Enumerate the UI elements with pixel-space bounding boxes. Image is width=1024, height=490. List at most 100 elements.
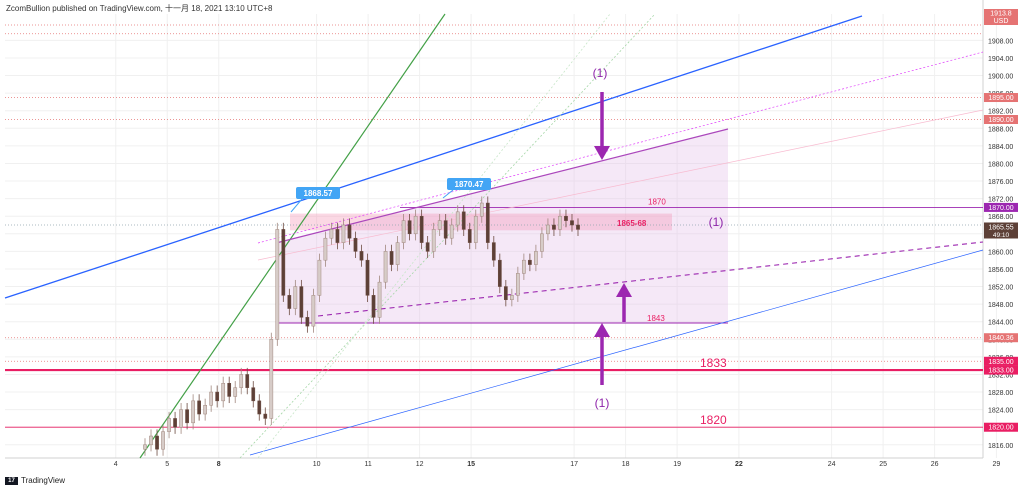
- y-tick-label: 1904.00: [988, 56, 1013, 63]
- candle-body: [516, 273, 520, 296]
- callout-1870-label: 1870.47: [455, 180, 484, 189]
- y-tick-label: 1856.00: [988, 267, 1013, 274]
- price-tag: [984, 202, 1018, 212]
- candle-body: [509, 295, 514, 300]
- x-tick-label: 8: [217, 461, 221, 468]
- candle-body: [473, 215, 478, 243]
- candle-body: [497, 259, 502, 287]
- candle-body: [401, 220, 406, 243]
- callout-1868-pointer: [290, 198, 303, 213]
- candle-body: [528, 259, 532, 265]
- top-price-label: 1913.8: [990, 11, 1012, 18]
- wave-label-mid: (1): [709, 215, 724, 229]
- candle-body: [269, 339, 274, 419]
- candle-body: [167, 418, 171, 432]
- wedge-upper-line: [275, 128, 729, 244]
- candle-body: [564, 215, 568, 221]
- arrow-up-mid-head: [616, 283, 632, 297]
- candle-body: [413, 215, 418, 235]
- price-tag-label: 1835.00: [988, 359, 1013, 366]
- zone-label: 1865-68: [617, 219, 647, 228]
- y-tick-label: 1860.00: [988, 249, 1013, 256]
- y-tick-label: 1892.00: [988, 109, 1013, 116]
- candle-body: [353, 237, 358, 252]
- y-tick-label: 1816.00: [988, 443, 1013, 450]
- price-tag-label: 1890.00: [988, 117, 1013, 124]
- tradingview-logo-icon: 17: [5, 476, 18, 485]
- callout-1870-pointer: [442, 189, 454, 199]
- candle-body: [251, 387, 256, 402]
- candle-body: [485, 202, 490, 243]
- label-1870: 1870: [648, 197, 666, 206]
- x-tick-label: 26: [931, 461, 939, 468]
- price-tag-label: 1865.55: [988, 224, 1013, 231]
- candle-body: [395, 242, 400, 265]
- callout-1870-box[interactable]: [447, 178, 491, 190]
- y-tick-label: 1884.00: [988, 144, 1013, 151]
- wave-label-bottom: (1): [595, 396, 610, 410]
- candle-body: [449, 224, 454, 239]
- x-tick-label: 29: [993, 461, 1001, 468]
- candle-body: [552, 224, 556, 230]
- x-tick-label: 12: [416, 461, 424, 468]
- price-tag: [984, 115, 1018, 125]
- y-tick-label: 1876.00: [988, 179, 1013, 186]
- candle-body: [443, 220, 448, 239]
- price-tag: [984, 365, 1018, 375]
- price-tag: [984, 356, 1018, 366]
- candle-body: [161, 431, 165, 450]
- candle-body: [227, 383, 232, 397]
- top-price-tag: [984, 9, 1018, 17]
- x-tick-label: 18: [622, 461, 630, 468]
- footer-brand-label: TradingView: [21, 476, 66, 485]
- arrow-up-bottom-head: [594, 323, 610, 337]
- candle-body: [341, 224, 346, 243]
- candle-body: [479, 202, 484, 217]
- candle-body: [317, 259, 322, 296]
- label-1820: 1820: [700, 413, 727, 427]
- candle-body: [359, 251, 364, 261]
- y-tick-label: 1844.00: [988, 320, 1013, 327]
- shaded-zone: [276, 129, 728, 323]
- y-tick-label: 1900.00: [988, 74, 1013, 81]
- candle-body: [299, 286, 304, 318]
- candle-body: [407, 220, 412, 235]
- candle-body: [461, 211, 466, 230]
- candle-body: [365, 259, 370, 296]
- candle-body: [323, 237, 328, 261]
- channel-lower-line: [249, 249, 984, 456]
- candle-body: [425, 242, 430, 252]
- candle-body: [491, 242, 496, 261]
- currency-tag: [984, 17, 1018, 25]
- x-tick-label: 24: [828, 461, 836, 468]
- price-tag: [984, 93, 1018, 103]
- x-tick-label: 4: [114, 461, 118, 468]
- candle-body: [522, 259, 526, 274]
- arrow-down-top-head: [594, 146, 610, 160]
- candle-body: [311, 295, 316, 327]
- candle-body: [197, 400, 201, 415]
- x-tick-label: 11: [364, 461, 371, 468]
- price-tag-label: 1820.00: [988, 425, 1013, 432]
- y-tick-label: 1824.00: [988, 408, 1013, 415]
- currency-label: USD: [994, 18, 1009, 25]
- candle-body: [293, 286, 298, 309]
- candle-body: [335, 229, 340, 243]
- y-tick-label: 1828.00: [988, 390, 1013, 397]
- candle-body: [203, 404, 207, 415]
- candle-body: [534, 251, 538, 265]
- x-tick-label: 17: [570, 461, 578, 468]
- label-1843: 1843: [647, 314, 665, 323]
- candle-body: [570, 220, 574, 226]
- candle-body: [191, 400, 195, 424]
- candle-body: [275, 229, 280, 340]
- candle-body: [179, 409, 183, 428]
- callout-1868-box[interactable]: [296, 187, 340, 199]
- channel-upper-line: [4, 15, 863, 299]
- candle-body: [281, 229, 286, 296]
- x-tick-label: 5: [165, 461, 169, 468]
- candle-body: [576, 224, 580, 230]
- candle-body: [467, 229, 472, 243]
- candle-body: [257, 400, 262, 415]
